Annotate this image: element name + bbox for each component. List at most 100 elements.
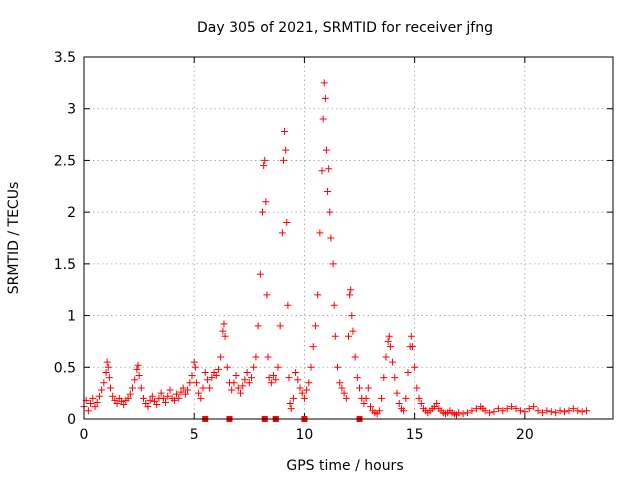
data-point xyxy=(181,390,189,398)
data-point xyxy=(322,146,330,154)
data-point xyxy=(256,270,264,278)
data-point xyxy=(303,386,311,394)
data-point xyxy=(264,353,272,361)
data-point xyxy=(311,322,319,330)
data-point xyxy=(384,337,392,345)
data-point xyxy=(286,399,294,407)
data-point xyxy=(190,358,198,366)
data-point xyxy=(124,394,132,402)
data-point xyxy=(455,409,463,417)
data-point xyxy=(516,407,524,415)
data-point xyxy=(494,405,502,413)
data-point xyxy=(126,390,134,398)
data-point xyxy=(346,291,354,299)
data-point xyxy=(177,388,185,396)
data-point xyxy=(208,374,216,382)
data-point xyxy=(232,372,240,380)
data-point xyxy=(298,389,306,397)
data-point xyxy=(525,405,533,413)
data-point xyxy=(292,368,300,376)
data-point xyxy=(413,384,421,392)
data-point xyxy=(378,394,386,402)
data-point xyxy=(327,234,335,242)
data-point xyxy=(415,394,423,402)
data-point xyxy=(583,407,591,415)
data-point xyxy=(347,286,355,294)
data-point xyxy=(318,167,326,175)
data-point xyxy=(221,332,229,340)
data-point xyxy=(283,218,291,226)
data-point xyxy=(159,394,167,402)
data-point xyxy=(228,386,236,394)
data-point xyxy=(93,398,101,406)
data-point xyxy=(241,376,249,384)
data-point xyxy=(133,365,141,373)
data-layer xyxy=(80,79,591,422)
data-point xyxy=(362,394,370,402)
data-point xyxy=(203,376,211,384)
data-point xyxy=(272,376,280,384)
data-point xyxy=(166,386,174,394)
data-point xyxy=(148,392,156,400)
data-point xyxy=(289,394,297,402)
data-point xyxy=(91,403,99,411)
data-point xyxy=(175,394,183,402)
data-point xyxy=(230,379,238,387)
data-point xyxy=(245,379,253,387)
data-point xyxy=(153,401,161,409)
data-point xyxy=(333,363,341,371)
data-point xyxy=(349,327,357,335)
data-point xyxy=(468,407,476,415)
data-point xyxy=(338,384,346,392)
data-point xyxy=(287,405,295,413)
data-point xyxy=(395,399,403,407)
data-point xyxy=(574,407,582,415)
data-point xyxy=(404,368,412,376)
data-point xyxy=(382,353,390,361)
data-point xyxy=(281,127,289,135)
data-point xyxy=(490,408,498,416)
data-point xyxy=(282,146,290,154)
data-point xyxy=(243,368,251,376)
data-point xyxy=(113,399,121,407)
data-point xyxy=(259,208,267,216)
data-point xyxy=(300,394,308,402)
data-point xyxy=(146,396,154,404)
data-point xyxy=(105,374,113,382)
data-point xyxy=(164,392,172,400)
data-point xyxy=(508,403,516,411)
data-point xyxy=(316,229,324,237)
x-tick-label: 20 xyxy=(516,427,534,443)
y-tick-label: 0 xyxy=(67,412,76,428)
data-point xyxy=(184,386,192,394)
data-point xyxy=(157,389,165,397)
data-point xyxy=(326,208,334,216)
data-point xyxy=(521,408,529,416)
data-point xyxy=(319,115,327,123)
data-point xyxy=(100,379,108,387)
data-point xyxy=(120,401,128,409)
data-point xyxy=(262,198,270,206)
data-point xyxy=(565,407,573,415)
data-point xyxy=(330,301,338,309)
data-point xyxy=(294,376,302,384)
data-point xyxy=(270,372,278,380)
data-point xyxy=(556,407,564,415)
data-point xyxy=(320,79,328,87)
data-point xyxy=(214,365,222,373)
data-point xyxy=(367,403,375,411)
y-axis-label: SRMTID / TECUs xyxy=(6,182,22,295)
data-point xyxy=(234,384,242,392)
data-point xyxy=(254,322,262,330)
data-point xyxy=(223,363,231,371)
y-tick-label: 3.5 xyxy=(54,50,76,66)
data-point xyxy=(212,372,220,380)
data-point xyxy=(402,394,410,402)
data-point xyxy=(561,408,569,416)
data-point xyxy=(195,389,203,397)
data-point xyxy=(104,363,112,371)
data-point xyxy=(188,372,196,380)
data-point xyxy=(569,405,577,413)
data-point xyxy=(305,379,313,387)
x-axis-label: GPS time / hours xyxy=(286,458,403,474)
